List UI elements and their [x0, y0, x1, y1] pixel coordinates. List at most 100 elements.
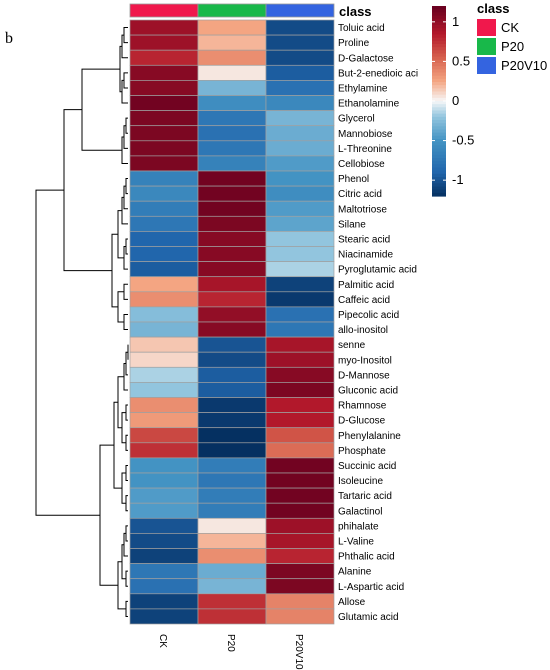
heatmap-cell — [265, 442, 335, 459]
dendrogram-branch — [63, 109, 112, 272]
row-label: Phenol — [338, 174, 369, 185]
heatmap-cell — [265, 457, 335, 474]
heatmap-cell — [197, 563, 267, 580]
heatmap-cell — [129, 366, 199, 383]
color-scale-segment — [432, 104, 446, 108]
color-scale-segment — [432, 177, 446, 181]
heatmap-cell — [265, 140, 335, 157]
color-scale-segment — [432, 135, 446, 140]
heatmap-cell — [129, 261, 199, 278]
row-label: Phenylalanine — [338, 431, 401, 442]
panel-label: b — [5, 30, 13, 47]
color-scale-segment — [432, 120, 446, 124]
color-scale-label: 1 — [452, 14, 459, 29]
row-label: Cellobiose — [338, 159, 385, 170]
heatmap-cell — [197, 578, 267, 595]
color-scale-segment — [432, 173, 446, 178]
heatmap-cell — [197, 412, 267, 429]
row-dendrogram — [35, 27, 129, 617]
color-scale-segment — [432, 75, 446, 80]
heatmap-cell — [129, 351, 199, 368]
dendrogram-branch — [125, 600, 128, 617]
color-scale-segment — [432, 85, 446, 89]
dendrogram-branch — [99, 444, 118, 586]
color-scale-segment — [432, 170, 446, 175]
heatmap-cell — [197, 291, 267, 308]
row-label: D-Mannose — [338, 370, 390, 381]
color-scale-segment — [432, 142, 446, 146]
heatmap-cell — [197, 261, 267, 278]
row-label: senne — [338, 340, 366, 351]
heatmap-cell — [265, 533, 335, 549]
heatmap-cell — [129, 427, 199, 444]
heatmap-cell — [129, 49, 199, 66]
heatmap-cell — [129, 125, 199, 142]
heatmap-cell — [129, 533, 199, 549]
color-scale-segment — [432, 126, 446, 131]
heatmap-cell — [265, 517, 335, 534]
row-label: Alanine — [338, 567, 372, 578]
dendrogram-branch — [121, 34, 128, 59]
heatmap-cell — [129, 215, 199, 232]
row-label: L-Threonine — [338, 144, 392, 155]
color-scale-segment — [432, 180, 446, 184]
dendrogram-branch — [81, 68, 122, 151]
color-scale-segment — [432, 192, 446, 197]
color-scale-segment — [432, 82, 446, 86]
heatmap-cell — [197, 533, 267, 549]
column-label: P20 — [225, 634, 236, 652]
heatmap-cell — [265, 185, 335, 202]
annotation-cell-P20V10 — [265, 3, 335, 18]
heatmap-cell — [129, 291, 199, 308]
heatmap-cell — [265, 200, 335, 217]
heatmap-cell — [265, 34, 335, 51]
heatmap-cell — [197, 140, 267, 157]
color-scale-segment — [432, 158, 446, 162]
row-label: Gluconic acid — [338, 385, 398, 396]
heatmap-cell — [129, 563, 199, 580]
heatmap-cell — [129, 517, 199, 534]
color-scale-segment — [432, 31, 446, 36]
heatmap-cell — [197, 80, 267, 96]
color-scale-segment — [432, 59, 446, 64]
class-legend-swatch — [477, 57, 496, 74]
heatmap-cell — [129, 231, 199, 247]
class-legend-swatch — [477, 19, 496, 36]
heatmap-cell — [265, 306, 335, 323]
heatmap-cell — [197, 306, 267, 323]
class-legend-label: CK — [501, 20, 519, 35]
dendrogram-branch — [117, 291, 124, 323]
dendrogram-branch — [123, 313, 128, 331]
row-label: Phthalic acid — [338, 552, 395, 563]
color-scale-segment — [432, 139, 446, 143]
color-scale-segment — [432, 186, 446, 191]
row-label: allo-inositol — [338, 325, 388, 336]
heatmap-cell — [197, 548, 267, 564]
dendrogram-branch — [125, 434, 128, 451]
color-scale-segment — [432, 78, 446, 83]
color-scale-segment — [432, 94, 446, 99]
color-scale-segment — [432, 21, 446, 26]
color-scale-segment — [432, 34, 446, 39]
heatmap-cell — [197, 517, 267, 534]
color-scale-segment — [432, 129, 446, 134]
heatmap-cell — [129, 442, 199, 459]
annotation-cell-P20 — [197, 3, 267, 18]
dendrogram-branch — [111, 233, 118, 308]
color-scale-legend: 1 0.5 0 -0.5 -1 — [432, 6, 474, 197]
heatmap-cell — [129, 200, 199, 217]
dendrogram-branch — [121, 472, 126, 504]
row-label: Tartaric acid — [338, 491, 392, 502]
heatmap-cell — [129, 487, 199, 504]
color-scale-segment — [432, 69, 446, 74]
heatmap-cell — [129, 110, 199, 127]
color-scale-segment — [432, 183, 446, 188]
color-scale-segment — [432, 110, 446, 115]
heatmap-cell — [265, 397, 335, 413]
color-scale-segment — [432, 151, 446, 156]
annotation-title: class — [339, 4, 372, 19]
row-label: Phosphate — [338, 446, 386, 457]
heatmap-cell — [265, 593, 335, 610]
heatmap-cell — [265, 563, 335, 580]
color-scale-segment — [432, 148, 446, 153]
